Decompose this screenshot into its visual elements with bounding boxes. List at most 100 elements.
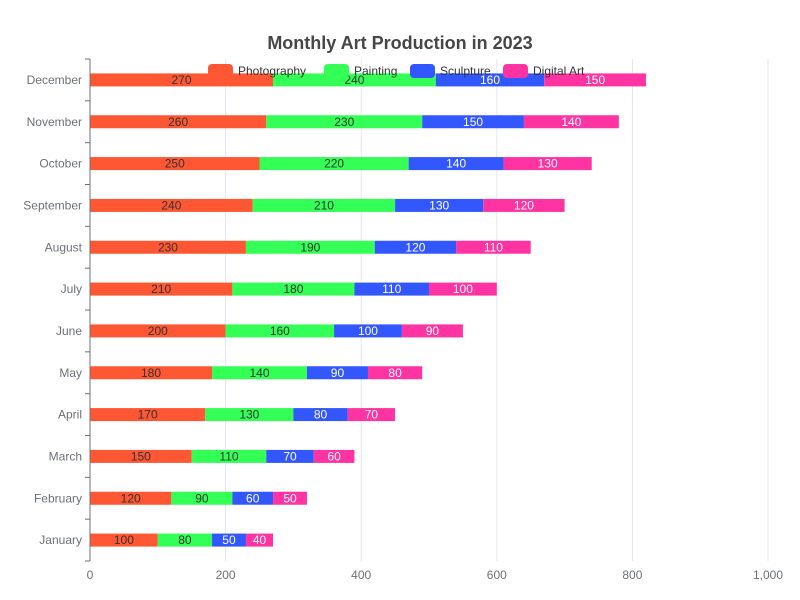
data-label: 60 [327,449,341,463]
bar-segment [191,449,267,463]
data-label: 80 [388,366,402,380]
bar-segment [374,240,457,254]
bar-segment [90,449,192,463]
y-tick-label: August [45,240,83,254]
bar-segment [544,73,646,87]
legend-swatch [324,64,349,78]
data-label: 90 [331,366,345,380]
data-label: 240 [161,198,181,212]
bar-segment [90,366,213,380]
bar-segment [401,324,463,338]
data-label: 60 [246,491,260,505]
data-label: 100 [453,282,473,296]
bar-segment [523,115,619,129]
bar-segment [90,198,253,212]
data-label: 140 [249,366,269,380]
data-label: 230 [158,240,178,254]
data-label: 170 [138,408,158,422]
bar-segment [503,157,592,171]
data-label: 110 [382,282,401,296]
x-tick-label: 600 [487,568,507,582]
data-label: 120 [121,491,141,505]
x-tick-label: 0 [87,568,94,582]
bar-segment [157,533,213,547]
grid [225,59,769,561]
data-label: 80 [178,533,192,547]
bar-segment [422,115,524,129]
y-tick-label: April [58,408,82,422]
data-label: 210 [314,198,334,212]
bar-segment [408,157,504,171]
bar-segment [429,282,497,296]
chart-title: Monthly Art Production in 2023 [267,33,532,53]
data-label: 90 [426,324,440,338]
x-tick-label: 1,000 [753,568,783,582]
bar-segment [212,366,307,380]
bar-segment [90,115,267,129]
bar-segment [456,240,531,254]
data-label: 50 [222,533,236,547]
bar-segment [90,157,260,171]
y-tick-label: February [34,491,82,505]
bar-segment [90,324,226,338]
y-tick-label: December [27,73,82,87]
bar-segment [90,282,233,296]
data-label: 130 [239,408,259,422]
data-label: 140 [561,115,581,129]
y-tick-label: October [39,157,82,171]
data-label: 230 [334,115,354,129]
legend-label: Sculpture [440,64,491,78]
data-label: 100 [358,324,378,338]
bars: 100 80 50 40 120 90 60 50 150 110 70 60 170 130 80 70 18… [90,73,646,547]
bar-segment [90,408,206,422]
data-label: 130 [429,198,449,212]
bar-segment [273,73,436,87]
legend-label: Digital Art [533,64,585,78]
data-label: 260 [168,115,188,129]
bar-segment [483,198,565,212]
data-label: 190 [300,240,320,254]
data-label: 160 [270,324,290,338]
y-tick-label: March [49,449,82,463]
y-tick-label: July [61,282,82,296]
y-tick-label: June [56,324,82,338]
bar-segment [313,449,355,463]
bar-segment [90,533,158,547]
data-label: 180 [141,366,161,380]
data-label: 120 [405,240,425,254]
bar-segment [347,408,396,422]
data-label: 150 [463,115,483,129]
y-tick-label: September [23,198,82,212]
data-label: 90 [195,491,209,505]
data-label: 40 [253,533,267,547]
bar-segment [232,282,355,296]
bar-segment [266,115,423,129]
data-label: 250 [165,157,185,171]
bar-segment [171,491,233,505]
data-label: 150 [131,449,151,463]
data-label: 240 [344,73,364,87]
data-label: 120 [514,198,534,212]
bar-segment [273,491,307,505]
data-label: 200 [148,324,168,338]
bar-segment [232,491,274,505]
data-label: 100 [114,533,134,547]
x-tick-label: 400 [351,568,371,582]
bar-segment [245,533,274,547]
bar-segment [90,240,246,254]
bar-segment [90,491,172,505]
data-label: 50 [283,491,297,505]
data-label: 110 [484,240,503,254]
data-label: 70 [365,408,379,422]
bar-segment [367,366,423,380]
bar-segment [259,157,409,171]
bar-segment [212,533,246,547]
y-tick-label: January [39,533,82,547]
data-label: 270 [172,73,192,87]
data-label: 80 [314,408,328,422]
y-tick-label: November [27,115,82,129]
data-label: 130 [538,157,558,171]
bar-segment [395,198,484,212]
